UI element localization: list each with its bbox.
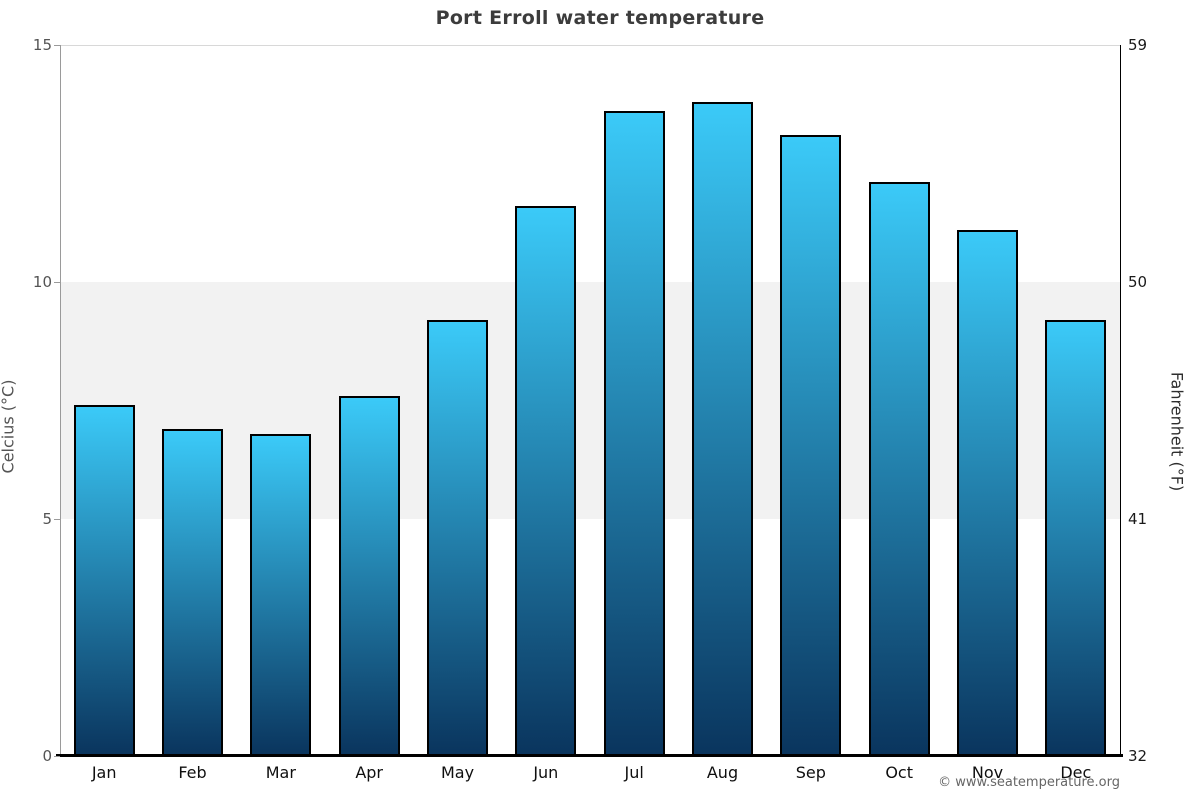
bar-apr [338,395,400,756]
bar-oct [868,182,930,756]
bar-sep [780,135,842,756]
tickmark-left-5 [54,519,60,520]
bar-mar [250,433,312,756]
xtick-mar: Mar [265,763,296,782]
bar-may [427,319,488,756]
xtick-sep: Sep [795,763,826,782]
y-axis-line-right [1120,45,1121,757]
xtick-oct: Oct [885,763,913,782]
ytick-left-5: 5 [42,510,52,528]
y-axis-title-celsius: Celcius (°C) [0,379,18,474]
ytick-left-0: 0 [42,747,52,765]
xtick-may: May [440,763,475,782]
ytick-right-41: 41 [1128,510,1148,528]
xtick-dec: Dec [1060,763,1092,782]
bar-jan [73,405,135,756]
bar-jun [515,206,577,756]
bar-nov [957,229,1018,756]
bar-dec [1045,319,1107,756]
ytick-right-59: 59 [1128,36,1148,54]
copyright-text: © www.seatemperature.org [938,775,1120,790]
xtick-nov: Nov [971,763,1004,782]
xtick-apr: Apr [355,763,383,782]
tickmark-left-10 [54,282,60,283]
y-axis-line-left [60,45,61,756]
chart-title: Port Erroll water temperature [435,7,765,29]
ytick-right-50: 50 [1128,273,1148,291]
bar-aug [692,101,753,756]
ytick-right-32: 32 [1128,747,1148,765]
xtick-jun: Jun [533,763,559,782]
tickmark-left-15 [54,45,60,46]
temperature-band-5-10c [60,282,1120,519]
xtick-feb: Feb [178,763,207,782]
y-axis-title-fahrenheit: Fahrenheit (°F) [1167,371,1187,492]
x-axis-line [56,754,1123,757]
plot-area [60,45,1120,756]
ytick-left-10: 10 [32,273,52,291]
xtick-jul: Jul [624,763,644,782]
bar-feb [162,428,223,756]
bar-jul [603,111,665,756]
gridline-15c [60,45,1120,46]
ytick-left-15: 15 [32,36,52,54]
tickmark-left-0 [54,756,60,757]
xtick-aug: Aug [706,763,739,782]
xtick-jan: Jan [91,763,117,782]
